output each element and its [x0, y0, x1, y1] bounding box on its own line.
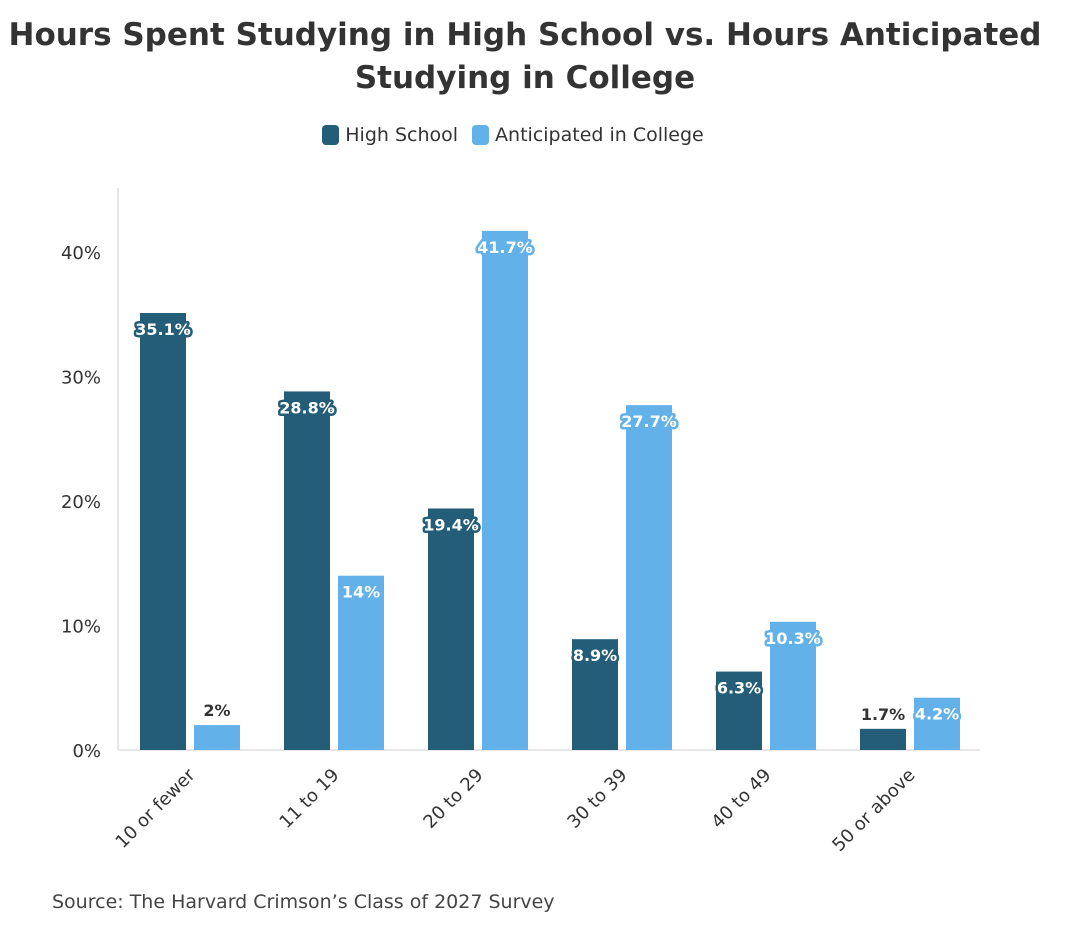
bar-high-school [428, 508, 474, 750]
legend-swatch-college [472, 125, 490, 145]
data-label: 8.9% [573, 646, 617, 665]
x-tick-label: 30 to 39 [563, 765, 631, 833]
y-tick-label: 0% [72, 741, 101, 762]
data-label: 41.7% [477, 238, 533, 257]
bar-college [338, 575, 384, 750]
y-tick-label: 10% [61, 617, 101, 638]
bar-high-school [716, 671, 762, 750]
source-note: Source: The Harvard Crimson’s Class of 2… [52, 891, 555, 913]
bar-college [770, 621, 816, 750]
data-label: 19.4% [423, 515, 479, 534]
x-tick-label: 50 or above [828, 765, 919, 856]
x-tick-label: 10 or fewer [112, 764, 200, 852]
bar-high-school [572, 639, 618, 750]
x-tick-label: 40 to 49 [707, 765, 775, 833]
legend-swatch-high-school [322, 125, 340, 145]
data-label: 4.2% [915, 705, 959, 724]
bar-college [482, 230, 528, 750]
legend-label-college: Anticipated in College [495, 124, 704, 146]
data-label: 28.8% [279, 398, 335, 417]
data-label: 1.7% [861, 705, 905, 724]
chart-title: Hours Spent Studying in High School vs. … [8, 17, 1042, 96]
legend-item-college[interactable]: Anticipated in College [472, 124, 704, 146]
legend: High School Anticipated in College [0, 124, 1026, 146]
bar-high-school [284, 391, 330, 750]
x-tick-label: 20 to 29 [419, 765, 487, 833]
y-tick-label: 40% [61, 243, 101, 264]
data-label: 35.1% [135, 320, 191, 339]
bar-high-school [860, 728, 906, 750]
data-label: 27.7% [621, 412, 677, 431]
bar-college [626, 405, 672, 750]
data-label: 6.3% [717, 679, 761, 698]
bar-college [914, 697, 960, 750]
bar-high-school [140, 313, 186, 750]
bar-college [194, 725, 240, 750]
legend-label-high-school: High School [345, 124, 459, 146]
data-label: 14% [342, 583, 380, 602]
y-tick-label: 30% [61, 368, 101, 389]
legend-item-high-school[interactable]: High School [322, 124, 458, 146]
data-label: 10.3% [765, 629, 821, 648]
x-tick-label: 11 to 19 [275, 765, 343, 833]
data-label: 2% [203, 701, 230, 720]
y-tick-label: 20% [61, 492, 101, 513]
